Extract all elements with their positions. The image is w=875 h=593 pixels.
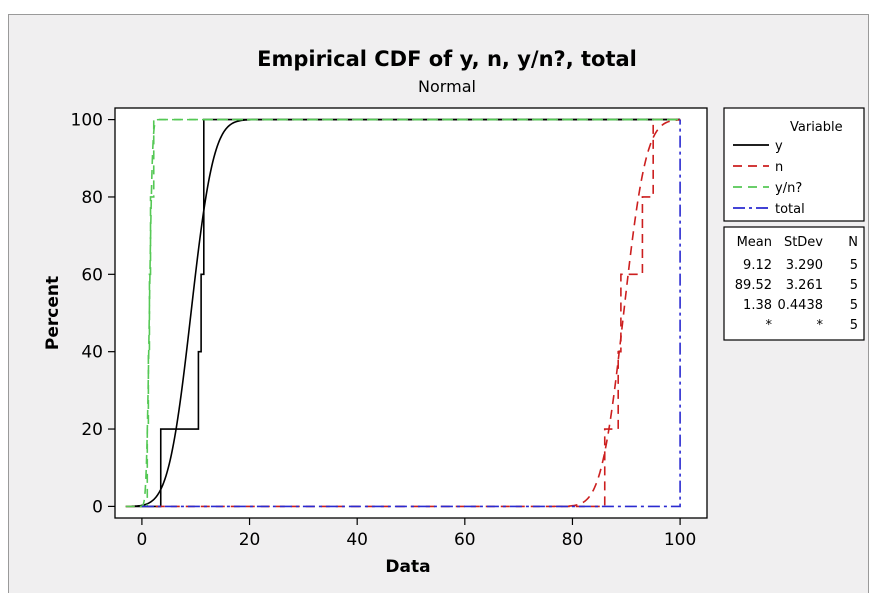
- legend-label-n: n: [775, 160, 783, 175]
- y-tick-label: 80: [81, 188, 103, 208]
- legend-label-y: y: [775, 139, 783, 154]
- stats-cell: 5: [850, 318, 858, 333]
- chart-title: Empirical CDF of y, n, y/n?, total: [257, 47, 637, 71]
- x-tick-label: 60: [454, 530, 476, 550]
- stats-cell: 1.38: [743, 298, 772, 313]
- step-total: [141, 119, 681, 508]
- legend-label-y/n?: y/n?: [775, 181, 802, 196]
- x-tick-label: 80: [562, 530, 584, 550]
- fitted-cdf-n: [553, 119, 681, 508]
- x-tick-label: 20: [239, 530, 261, 550]
- legend-label-total: total: [775, 202, 805, 217]
- stats-cell: 5: [850, 258, 858, 273]
- stats-header: N: [848, 235, 858, 250]
- legend-entries: yn y/n? total: [733, 139, 805, 217]
- y-tick-label: 60: [81, 265, 103, 285]
- stats-cell: 5: [850, 278, 858, 293]
- x-axis-label: Data: [385, 557, 430, 577]
- stats-cell: 3.261: [786, 278, 823, 293]
- tick-layer: 0 20 40 60 80 100 0 20 40 60 80 100: [71, 111, 697, 550]
- fitted-cdf-y: [131, 118, 681, 508]
- stats-cell: 0.4438: [778, 298, 824, 313]
- ecdf-step-n: [125, 118, 681, 508]
- series-layer: [125, 118, 681, 508]
- y-axis-label: Percent: [43, 276, 63, 350]
- stats-table: [723, 226, 865, 341]
- y-tick-label: 20: [81, 420, 103, 440]
- plot-area: [114, 107, 708, 519]
- ecdf-step-y: [125, 118, 681, 508]
- stats-cell: 9.12: [743, 258, 772, 273]
- stats-table-cells: Mean StDev N 9.12 3.290 5 89.52 3.261 5 1.38 0.443…: [735, 235, 858, 333]
- stats-cell: *: [766, 318, 773, 333]
- stats-header: Mean: [737, 235, 772, 250]
- y-tick-label: 0: [92, 497, 103, 517]
- stats-cell: *: [817, 318, 824, 333]
- stats-cell: 89.52: [735, 278, 772, 293]
- chart-subtitle: Normal: [418, 77, 476, 96]
- x-tick-label: 100: [664, 530, 696, 550]
- stats-header: StDev: [784, 235, 823, 250]
- legend-title: Variable: [790, 120, 843, 135]
- stats-cell: 3.290: [786, 258, 823, 273]
- x-tick-label: 0: [136, 530, 147, 550]
- y-tick-label: 40: [81, 343, 103, 363]
- fitted-cdf-y/n?: [139, 118, 681, 508]
- x-tick-label: 40: [346, 530, 368, 550]
- y-tick-label: 100: [71, 111, 103, 131]
- stats-cell: 5: [850, 298, 858, 313]
- legend-box: [723, 107, 865, 222]
